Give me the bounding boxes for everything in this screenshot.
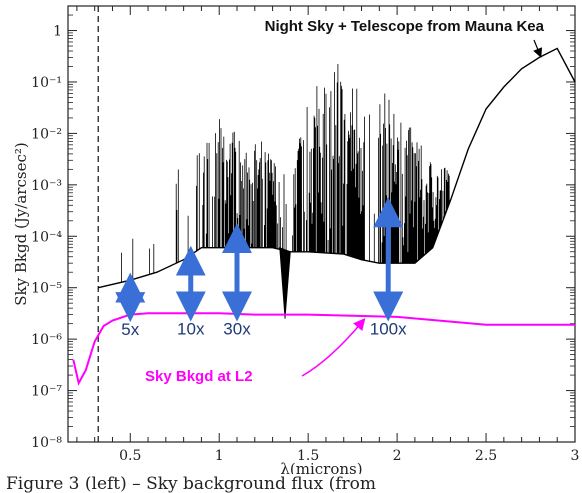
y-tick-label: 10⁻³ [31, 178, 62, 194]
x-tick-label: 2 [393, 448, 402, 464]
x-tick-label: 1.5 [297, 448, 319, 464]
x-axis-title: λ(microns) [280, 460, 362, 474]
chart-svg: 10⁻⁸ 10⁻⁷ 10⁻⁶ 10⁻⁵ 10⁻⁴ 10⁻³ 10⁻² 10⁻¹ 1 0.5 1 1.5… [12, 5, 580, 474]
ratio-label: 5x [121, 320, 139, 339]
x-tick-label: 0.5 [119, 448, 141, 464]
l2-background-line [72, 312, 575, 386]
plot-frame [67, 5, 576, 443]
y-axis-title: Sky Bkgd (Jy/arcsec²) [12, 142, 30, 305]
y-tick-label: 1 [53, 24, 62, 40]
l2-annotation: Sky Bkgd at L2 [145, 368, 253, 385]
y-tick-label: 10⁻⁸ [31, 435, 62, 451]
figure-caption: Figure 3 (left) – Sky background flux (f… [6, 474, 376, 493]
y-tick-label: 10⁻⁴ [31, 229, 62, 245]
y-tick-label: 10⁻² [31, 126, 62, 142]
y-tick-label: 10⁻⁷ [31, 384, 62, 400]
ratio-label: 10x [177, 320, 205, 339]
y-tick-label: 10⁻⁶ [31, 332, 62, 348]
x-tick-label: 2.5 [475, 448, 497, 464]
y-tick-label: 10⁻⁵ [31, 281, 62, 297]
sky-annotation-arrow [533, 39, 543, 58]
sky-annotation: Night Sky + Telescope from Mauna Kea [265, 18, 545, 35]
absorption-dip [279, 247, 291, 319]
x-tick-label: 1 [215, 448, 224, 464]
x-tick-label: 3 [571, 448, 580, 464]
ratio-label: 100x [370, 320, 407, 339]
y-tick-label: 10⁻¹ [31, 75, 62, 91]
sky-continuum-line [98, 47, 576, 289]
ratio-label: 30x [223, 320, 251, 339]
l2-annotation-arrow [301, 318, 366, 377]
sky-emission-lines [121, 64, 451, 283]
